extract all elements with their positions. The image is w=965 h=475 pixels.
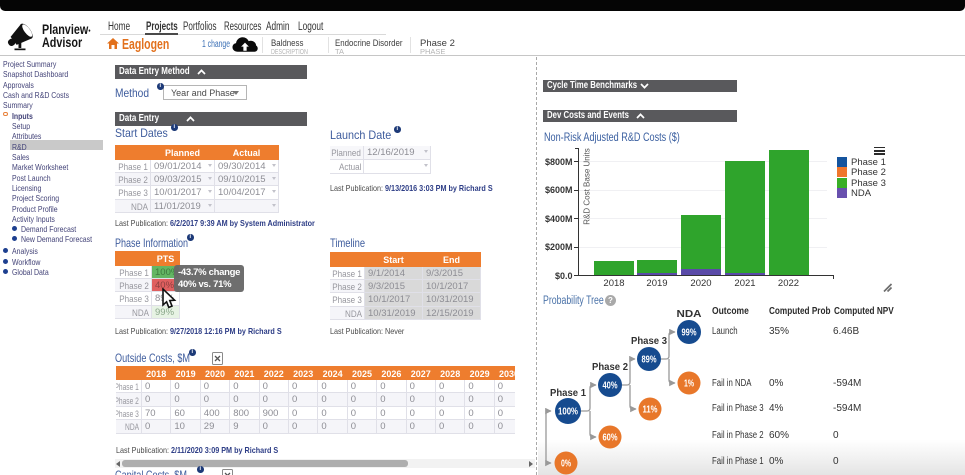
svg-text:11%: 11% bbox=[643, 405, 658, 416]
svg-text:Phase 2: Phase 2 bbox=[592, 362, 628, 373]
svg-text:Phase 1: Phase 1 bbox=[550, 388, 586, 399]
svg-text:99%: 99% bbox=[682, 328, 697, 339]
svg-text:60%: 60% bbox=[603, 433, 618, 444]
svg-text:NDA: NDA bbox=[677, 309, 702, 320]
svg-text:1%: 1% bbox=[684, 379, 694, 390]
svg-text:40%: 40% bbox=[603, 381, 618, 392]
svg-text:89%: 89% bbox=[642, 355, 657, 366]
svg-text:Phase 3: Phase 3 bbox=[631, 336, 667, 347]
svg-text:0%: 0% bbox=[561, 459, 571, 470]
svg-text:100%: 100% bbox=[558, 407, 578, 418]
